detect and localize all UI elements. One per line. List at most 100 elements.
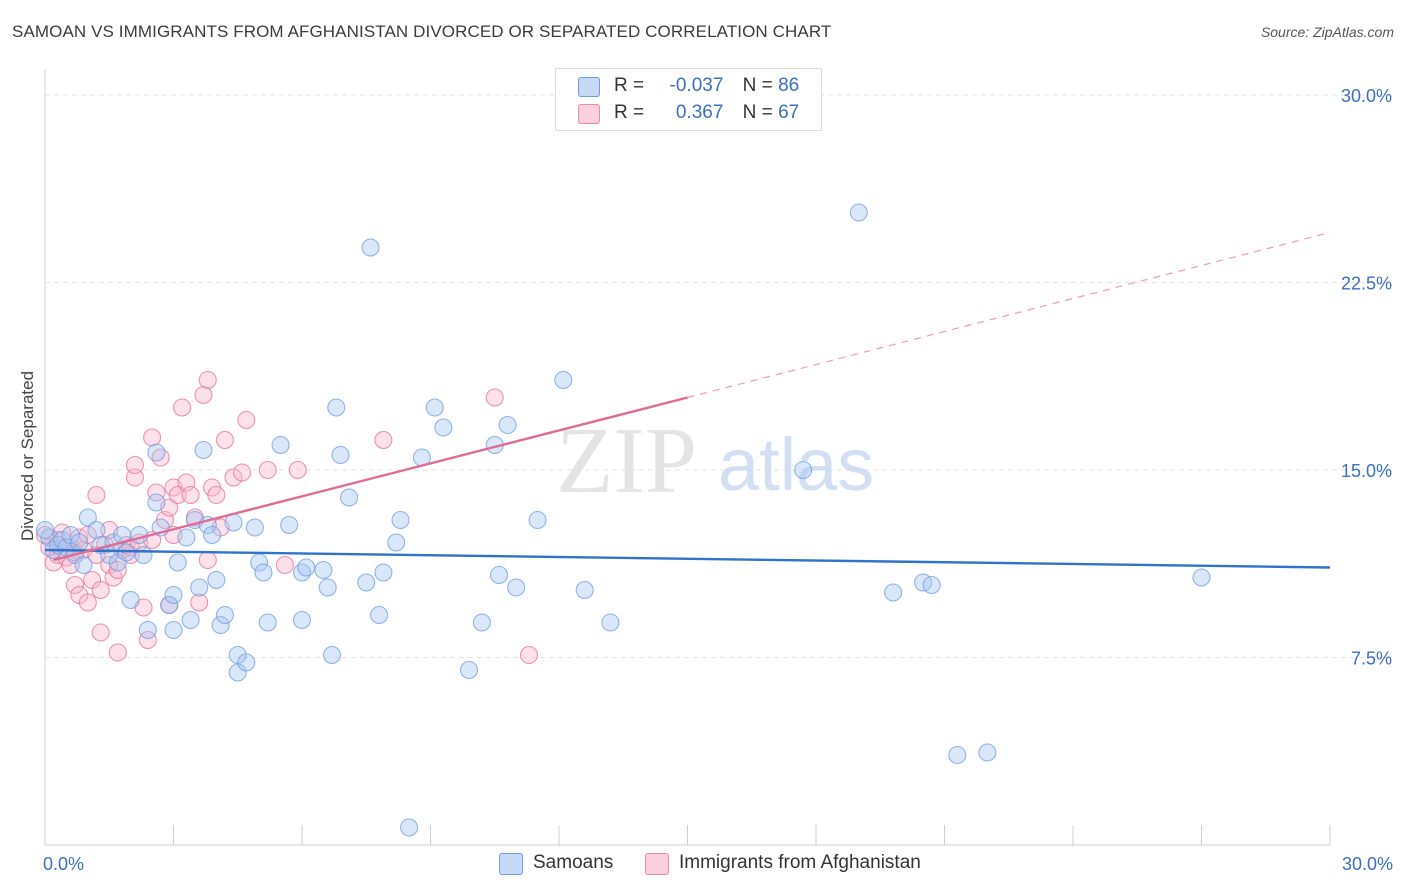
data-point — [258, 460, 277, 480]
data-point — [147, 493, 166, 512]
data-point — [91, 623, 110, 642]
data-point — [340, 488, 359, 507]
data-point — [108, 560, 127, 580]
data-point — [387, 533, 406, 552]
data-point — [472, 613, 491, 632]
data-point — [121, 590, 140, 610]
legend-label-samoans: Samoans — [533, 852, 614, 873]
legend-r-label: R = — [614, 75, 645, 96]
data-point — [554, 370, 573, 390]
chart-title: SAMOAN VS IMMIGRANTS FROM AFGHANISTAN DI… — [12, 22, 832, 41]
legend-swatch-afghanistan — [645, 853, 669, 875]
data-point — [198, 550, 217, 570]
data-point — [327, 398, 346, 417]
data-point — [190, 593, 209, 612]
data-point — [318, 578, 337, 597]
data-point — [168, 485, 187, 505]
data-point — [207, 485, 226, 505]
data-point — [489, 565, 509, 585]
data-point — [314, 560, 333, 580]
legend-swatch-afghanistan — [578, 104, 600, 124]
data-point — [459, 660, 479, 680]
data-point — [528, 510, 547, 530]
data-point — [357, 573, 376, 592]
y-axis-label: Divorced or Separated — [18, 371, 37, 541]
legend-r-value: 0.367 — [675, 102, 724, 123]
data-point — [91, 580, 110, 600]
data-point — [117, 543, 136, 562]
data-point — [1192, 568, 1211, 587]
legend-swatch-samoans — [499, 853, 523, 875]
data-point — [948, 745, 967, 765]
data-point — [275, 555, 294, 575]
data-point — [215, 430, 234, 450]
x-tick-label: 30.0% — [1342, 854, 1393, 874]
data-point — [181, 610, 200, 630]
data-point — [237, 410, 256, 430]
data-point — [794, 460, 813, 480]
data-point — [134, 545, 153, 565]
trend-lines — [44, 231, 1331, 569]
data-point — [391, 510, 410, 530]
data-point — [78, 508, 97, 527]
data-point — [288, 460, 307, 480]
data-point — [130, 525, 149, 545]
data-point — [498, 415, 517, 435]
grid-lines — [45, 94, 1390, 658]
legend-r-value: -0.037 — [669, 75, 724, 96]
tick-labels: 7.5% 15.0% 22.5% 30.0% 0.0% 30.0% — [43, 86, 1393, 874]
data-point — [232, 463, 252, 482]
data-point — [70, 533, 89, 552]
data-point — [143, 428, 162, 447]
data-point — [374, 430, 393, 450]
data-point — [237, 653, 256, 672]
legend-n-label: N = — [742, 75, 773, 96]
y-tick-label: 7.5% — [1351, 649, 1392, 669]
data-point — [164, 585, 183, 605]
data-point — [194, 385, 213, 405]
data-point — [164, 620, 183, 640]
x-tick-label: 0.0% — [43, 854, 84, 874]
data-point — [87, 485, 106, 505]
legend-n-value: 86 — [778, 75, 800, 96]
y-tick-label: 30.0% — [1341, 86, 1392, 106]
legend-n-value: 67 — [778, 102, 800, 123]
data-point — [194, 440, 213, 460]
data-point — [425, 398, 444, 417]
data-point — [138, 620, 157, 640]
data-point — [292, 610, 312, 630]
data-point — [87, 520, 106, 540]
correlation-legend: R = -0.037 N = 86 R = 0.367 N = 67 — [555, 68, 822, 131]
data-point — [203, 525, 222, 545]
y-tick-label: 22.5% — [1341, 274, 1392, 294]
data-point — [374, 563, 393, 582]
data-point — [160, 595, 179, 615]
trend-line — [53, 396, 688, 562]
data-point — [138, 630, 157, 650]
data-point — [125, 455, 144, 475]
data-point — [978, 743, 997, 762]
y-tick-label: 15.0% — [1341, 461, 1392, 481]
data-point — [271, 435, 290, 455]
data-point — [331, 445, 350, 465]
data-point — [485, 388, 504, 407]
data-point — [254, 563, 273, 582]
data-point — [400, 818, 419, 837]
data-point — [258, 613, 277, 632]
series-legend: Samoans Immigrants from Afghanistan — [0, 852, 1406, 878]
data-point — [507, 578, 526, 597]
data-point — [78, 593, 97, 612]
data-point — [173, 398, 192, 417]
data-point — [177, 528, 196, 547]
data-point — [215, 605, 234, 625]
axes — [44, 70, 1331, 846]
legend-label-afghanistan: Immigrants from Afghanistan — [679, 852, 921, 873]
data-point — [190, 578, 209, 597]
data-point — [297, 558, 316, 577]
data-point — [168, 553, 187, 572]
data-point — [224, 468, 243, 487]
data-point — [280, 515, 299, 535]
data-point — [211, 615, 230, 635]
data-point — [575, 580, 594, 600]
